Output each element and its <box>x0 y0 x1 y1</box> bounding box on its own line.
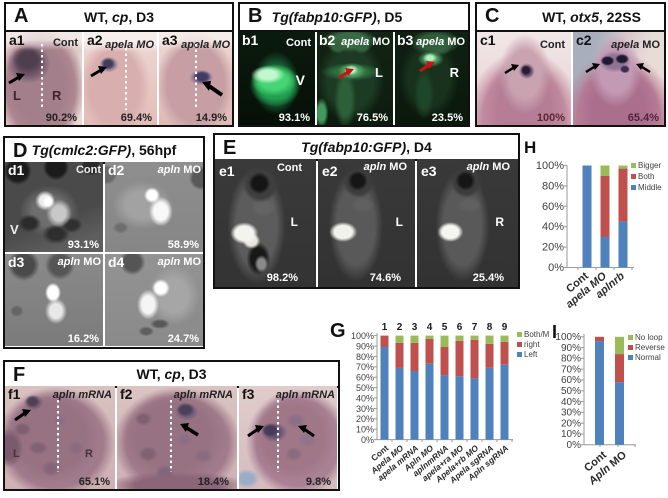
svg-text:Left: Left <box>524 350 538 359</box>
svg-text:20%: 20% <box>356 414 374 424</box>
svg-text:1: 1 <box>382 322 388 333</box>
svg-text:right: right <box>524 340 540 349</box>
svg-text:9: 9 <box>502 322 508 333</box>
svg-text:0%: 0% <box>567 440 582 451</box>
svg-text:Middle: Middle <box>638 183 662 192</box>
svg-text:60%: 60% <box>356 373 374 383</box>
svg-text:70%: 70% <box>356 362 374 372</box>
svg-text:20%: 20% <box>561 418 581 429</box>
svg-text:Reverse: Reverse <box>635 343 665 352</box>
svg-text:50%: 50% <box>561 386 581 397</box>
svg-text:No loop: No loop <box>635 333 663 342</box>
svg-text:100%: 100% <box>536 160 564 172</box>
svg-text:Normal: Normal <box>635 353 661 362</box>
svg-text:100%: 100% <box>555 332 581 343</box>
svg-text:10%: 10% <box>356 425 374 435</box>
svg-text:50%: 50% <box>356 383 374 393</box>
svg-text:80%: 80% <box>542 180 564 192</box>
svg-text:40%: 40% <box>542 221 564 233</box>
svg-text:0%: 0% <box>361 435 374 445</box>
svg-text:Both: Both <box>638 172 654 181</box>
svg-text:30%: 30% <box>561 408 581 419</box>
svg-text:7: 7 <box>472 322 478 333</box>
svg-text:80%: 80% <box>356 352 374 362</box>
svg-text:100%: 100% <box>351 331 374 341</box>
svg-text:4: 4 <box>427 322 433 333</box>
svg-text:80%: 80% <box>561 354 581 365</box>
svg-text:Bigger: Bigger <box>638 161 661 170</box>
svg-text:40%: 40% <box>561 397 581 408</box>
svg-text:3: 3 <box>412 322 418 333</box>
svg-text:60%: 60% <box>561 375 581 386</box>
svg-text:60%: 60% <box>542 201 564 213</box>
svg-text:Both/M: Both/M <box>524 330 550 339</box>
svg-text:2: 2 <box>397 322 403 333</box>
svg-text:6: 6 <box>457 322 463 333</box>
svg-text:70%: 70% <box>561 364 581 375</box>
svg-text:10%: 10% <box>561 429 581 440</box>
svg-text:0%: 0% <box>548 262 564 274</box>
svg-text:5: 5 <box>442 322 448 333</box>
svg-text:40%: 40% <box>356 393 374 403</box>
svg-text:90%: 90% <box>561 343 581 354</box>
svg-text:20%: 20% <box>542 242 564 254</box>
svg-text:8: 8 <box>487 322 493 333</box>
svg-text:30%: 30% <box>356 404 374 414</box>
svg-text:90%: 90% <box>356 341 374 351</box>
